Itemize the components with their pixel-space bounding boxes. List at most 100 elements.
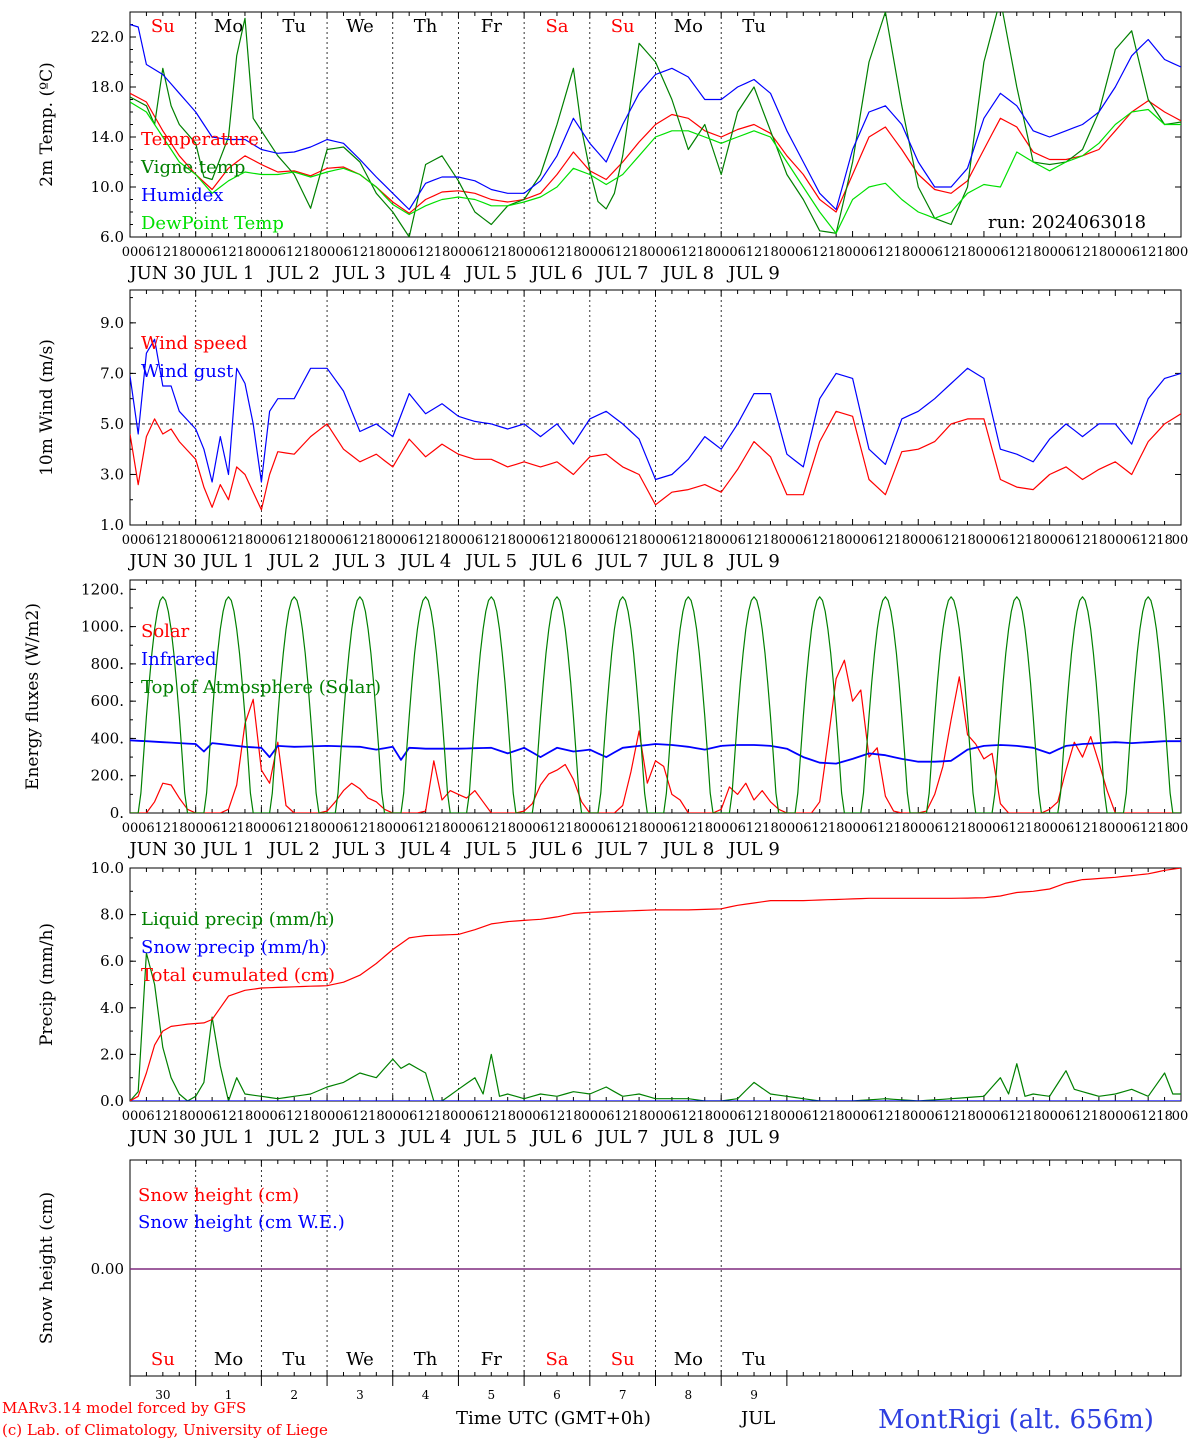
hour-label: 18 bbox=[302, 821, 319, 836]
hour-label: 12 bbox=[877, 533, 894, 548]
hour-label: 12 bbox=[352, 533, 369, 548]
hour-label: 06 bbox=[270, 245, 287, 260]
hour-label: 12 bbox=[680, 533, 697, 548]
hour-label: 18 bbox=[959, 1109, 976, 1124]
hour-label: 12 bbox=[1074, 245, 1091, 260]
date-label: JUN 30 bbox=[127, 551, 196, 572]
y-axis-label: 2m Temp. (ºC) bbox=[37, 62, 57, 187]
hour-label: 18 bbox=[171, 245, 188, 260]
hour-label: 12 bbox=[1074, 821, 1091, 836]
hour-label: 06 bbox=[664, 821, 681, 836]
hour-label: 00 bbox=[450, 533, 467, 548]
hour-label: 12 bbox=[1140, 533, 1157, 548]
y-tick-label: 600. bbox=[91, 692, 124, 710]
series-line-infrared bbox=[130, 739, 1181, 765]
hour-label: 12 bbox=[352, 821, 369, 836]
hour-label: 00 bbox=[779, 245, 796, 260]
legend-entry: Snow height (cm W.E.) bbox=[138, 1212, 345, 1233]
y-tick-label: 2.0 bbox=[100, 1045, 124, 1063]
hour-label: 06 bbox=[401, 821, 418, 836]
y-tick-label: 1200. bbox=[81, 580, 124, 598]
text-layer: 2m Temp. (ºC)6.010.014.018.022.0Temperat… bbox=[23, 16, 1188, 1402]
hour-label: 12 bbox=[352, 1109, 369, 1124]
legend-entry: Snow precip (mm/h) bbox=[141, 937, 327, 958]
hour-label: 06 bbox=[138, 533, 155, 548]
hour-label: 18 bbox=[894, 821, 911, 836]
hour-label: 06 bbox=[532, 245, 549, 260]
hour-label: 12 bbox=[417, 245, 434, 260]
hour-label: 18 bbox=[368, 821, 385, 836]
hour-label: 00 bbox=[122, 1109, 139, 1124]
weekday-label: Tu bbox=[282, 16, 306, 37]
hour-label: 18 bbox=[368, 245, 385, 260]
hour-label: 18 bbox=[1156, 1109, 1173, 1124]
y-tick-label: 18.0 bbox=[91, 78, 124, 96]
hour-label: 00 bbox=[516, 245, 533, 260]
hour-label: 18 bbox=[434, 533, 451, 548]
hour-label: 12 bbox=[417, 1109, 434, 1124]
hour-label: 18 bbox=[1156, 533, 1173, 548]
hour-label: 18 bbox=[696, 533, 713, 548]
hour-label: 18 bbox=[237, 821, 254, 836]
legend-entry: Wind speed bbox=[141, 333, 247, 354]
hour-label: 06 bbox=[795, 1109, 812, 1124]
hour-label: 00 bbox=[187, 1109, 204, 1124]
date-label: JUL 6 bbox=[529, 551, 583, 572]
series-line-vigne-temp bbox=[130, 12, 1181, 237]
hour-label: 18 bbox=[894, 245, 911, 260]
date-label: JUL 1 bbox=[201, 839, 255, 860]
hour-label: 06 bbox=[1058, 245, 1075, 260]
hour-label: 12 bbox=[1009, 1109, 1026, 1124]
hour-label: 00 bbox=[1041, 1109, 1058, 1124]
hour-label: 12 bbox=[220, 821, 237, 836]
hour-label: 06 bbox=[467, 245, 484, 260]
hour-label: 18 bbox=[565, 1109, 582, 1124]
y-tick-label: 10.0 bbox=[91, 178, 124, 196]
hour-label: 06 bbox=[861, 1109, 878, 1124]
hour-label: 06 bbox=[598, 821, 615, 836]
hour-label: 18 bbox=[171, 533, 188, 548]
hour-label: 18 bbox=[434, 1109, 451, 1124]
hour-label: 12 bbox=[549, 245, 566, 260]
date-label: JUN 30 bbox=[127, 1127, 196, 1148]
hour-label: 06 bbox=[1123, 533, 1140, 548]
hour-label: 06 bbox=[532, 1109, 549, 1124]
hour-label: 00 bbox=[582, 533, 599, 548]
hour-label: 12 bbox=[811, 1109, 828, 1124]
hour-label: 06 bbox=[729, 1109, 746, 1124]
series-line-liquid-precip-mm-h- bbox=[130, 952, 1181, 1101]
hour-label: 00 bbox=[1041, 533, 1058, 548]
hour-label: 12 bbox=[1009, 245, 1026, 260]
hour-label: 18 bbox=[565, 245, 582, 260]
hour-label: 18 bbox=[828, 245, 845, 260]
day-number: 9 bbox=[750, 1388, 758, 1402]
date-label: JUL 1 bbox=[201, 263, 255, 284]
hour-label: 12 bbox=[877, 821, 894, 836]
date-label: JUL 4 bbox=[398, 1127, 452, 1148]
hour-label: 12 bbox=[877, 245, 894, 260]
hour-label: 00 bbox=[779, 1109, 796, 1124]
hour-label: 18 bbox=[565, 533, 582, 548]
hour-label: 12 bbox=[811, 245, 828, 260]
hour-label: 00 bbox=[516, 821, 533, 836]
hour-label: 06 bbox=[401, 533, 418, 548]
hour-label: 06 bbox=[467, 533, 484, 548]
legend-entry: Infrared bbox=[141, 649, 216, 670]
hour-label: 00 bbox=[187, 533, 204, 548]
hour-label: 00 bbox=[582, 245, 599, 260]
lab-credit: (c) Lab. of Climatology, University of L… bbox=[2, 1421, 328, 1439]
weekday-label: Su bbox=[611, 16, 635, 37]
hour-label: 06 bbox=[335, 245, 352, 260]
hour-label: 18 bbox=[828, 821, 845, 836]
hour-label: 12 bbox=[220, 1109, 237, 1124]
date-label: JUL 6 bbox=[529, 839, 583, 860]
hour-label: 18 bbox=[894, 533, 911, 548]
legend-entry: Top of Atmosphere (Solar) bbox=[141, 677, 381, 698]
run-label: run: 2024063018 bbox=[988, 212, 1146, 233]
y-tick-label: 9.0 bbox=[100, 314, 124, 332]
hour-label: 00 bbox=[1107, 1109, 1124, 1124]
hour-label: 00 bbox=[516, 1109, 533, 1124]
hour-label: 12 bbox=[549, 821, 566, 836]
weekday-label: Su bbox=[151, 1349, 175, 1370]
hour-label: 12 bbox=[483, 1109, 500, 1124]
